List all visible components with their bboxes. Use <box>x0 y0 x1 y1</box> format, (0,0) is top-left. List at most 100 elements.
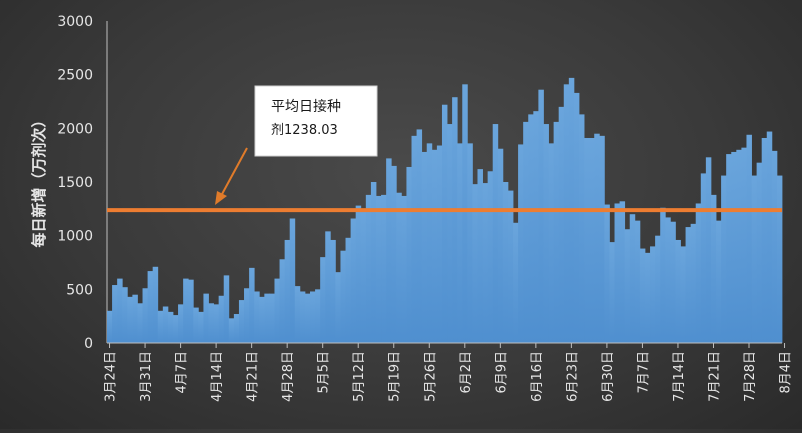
bar <box>167 311 174 343</box>
bar <box>391 165 397 343</box>
bar <box>497 148 504 343</box>
bar <box>436 145 443 343</box>
bar <box>254 291 260 343</box>
bar <box>264 293 270 343</box>
bar <box>543 124 549 343</box>
bar <box>477 169 483 343</box>
annotation-arrow-head <box>215 191 227 205</box>
bar <box>685 227 692 343</box>
bar <box>289 218 296 343</box>
bar <box>665 217 671 343</box>
bar <box>538 89 544 343</box>
bar <box>614 203 620 343</box>
bar <box>157 310 164 343</box>
bar <box>629 214 636 343</box>
bar <box>284 239 291 343</box>
x-tick-label: 5月26日 <box>423 351 438 402</box>
bar <box>528 114 534 343</box>
bar <box>507 190 514 343</box>
bar <box>350 218 357 343</box>
bar <box>482 183 489 343</box>
x-tick-label: 7月14日 <box>672 351 687 402</box>
bar <box>162 306 169 343</box>
bar <box>700 173 707 343</box>
x-tick-label: 8月4日 <box>779 351 794 394</box>
bar <box>741 147 747 343</box>
x-axis: 3月24日 3月31日 4月7日 4月14日 4月21日 4月28日 5月5日 5月12日 5月… <box>104 342 794 402</box>
bar <box>233 314 240 343</box>
bar <box>411 135 417 343</box>
bar <box>695 203 702 343</box>
bar <box>132 294 138 343</box>
y-tick-label: 2000 <box>57 121 93 137</box>
bar <box>315 289 321 343</box>
bar <box>609 242 615 343</box>
bar <box>578 114 585 343</box>
bar <box>249 267 255 343</box>
bar-series <box>107 77 783 344</box>
bar <box>340 250 346 343</box>
bar <box>386 158 392 343</box>
bar <box>421 151 428 343</box>
bar <box>492 124 499 343</box>
bar <box>766 131 773 343</box>
bar <box>462 84 468 343</box>
bar <box>345 237 352 343</box>
bar <box>604 204 610 343</box>
bar <box>152 266 159 343</box>
bar <box>776 175 783 343</box>
x-tick-label: 4月7日 <box>175 351 190 394</box>
x-tick-label: 4月21日 <box>246 351 261 402</box>
bar <box>584 137 590 343</box>
bar <box>259 296 265 343</box>
bar <box>274 278 280 343</box>
y-tick-label: 1500 <box>57 175 93 191</box>
bar <box>624 229 631 343</box>
bar <box>183 278 189 343</box>
annotation-line-1: 平均日接种 <box>271 98 341 115</box>
bar <box>304 293 311 343</box>
bar <box>426 143 433 343</box>
bar <box>381 194 387 343</box>
bar <box>756 162 763 343</box>
bar <box>112 285 118 343</box>
bar <box>634 220 641 343</box>
bar <box>142 288 149 343</box>
x-tick-label: 5月19日 <box>388 351 403 402</box>
y-tick-label: 500 <box>66 282 93 298</box>
annotation-arrow <box>220 147 248 197</box>
bar <box>178 304 184 343</box>
annotation-box: 平均日接种 剂1238.03 <box>254 85 378 157</box>
bar <box>447 124 453 343</box>
bar <box>513 222 519 343</box>
bar <box>721 175 727 343</box>
bar <box>213 304 220 343</box>
bar <box>365 194 372 343</box>
bar <box>746 134 752 343</box>
bar <box>218 295 225 343</box>
x-tick-label: 5月12日 <box>352 351 367 402</box>
bar <box>523 121 529 343</box>
bar <box>360 209 367 343</box>
bar <box>193 307 199 343</box>
bar <box>127 296 133 343</box>
bar <box>589 137 595 343</box>
x-tick-label: 6月23日 <box>565 351 580 402</box>
bar <box>406 166 412 343</box>
bar <box>396 192 402 343</box>
bar <box>690 223 697 343</box>
bar <box>431 149 438 343</box>
bar <box>228 318 235 343</box>
bar <box>716 220 722 343</box>
bar <box>472 184 478 343</box>
x-tick-label: 3月24日 <box>104 351 119 402</box>
y-tick-label: 2500 <box>57 68 93 84</box>
bar <box>680 246 686 343</box>
x-tick-label: 6月30日 <box>601 351 616 402</box>
bar <box>122 287 128 343</box>
y-tick-label: 3000 <box>57 14 93 30</box>
y-tick-label: 0 <box>84 336 93 352</box>
bar <box>655 235 661 343</box>
bar <box>563 84 570 343</box>
